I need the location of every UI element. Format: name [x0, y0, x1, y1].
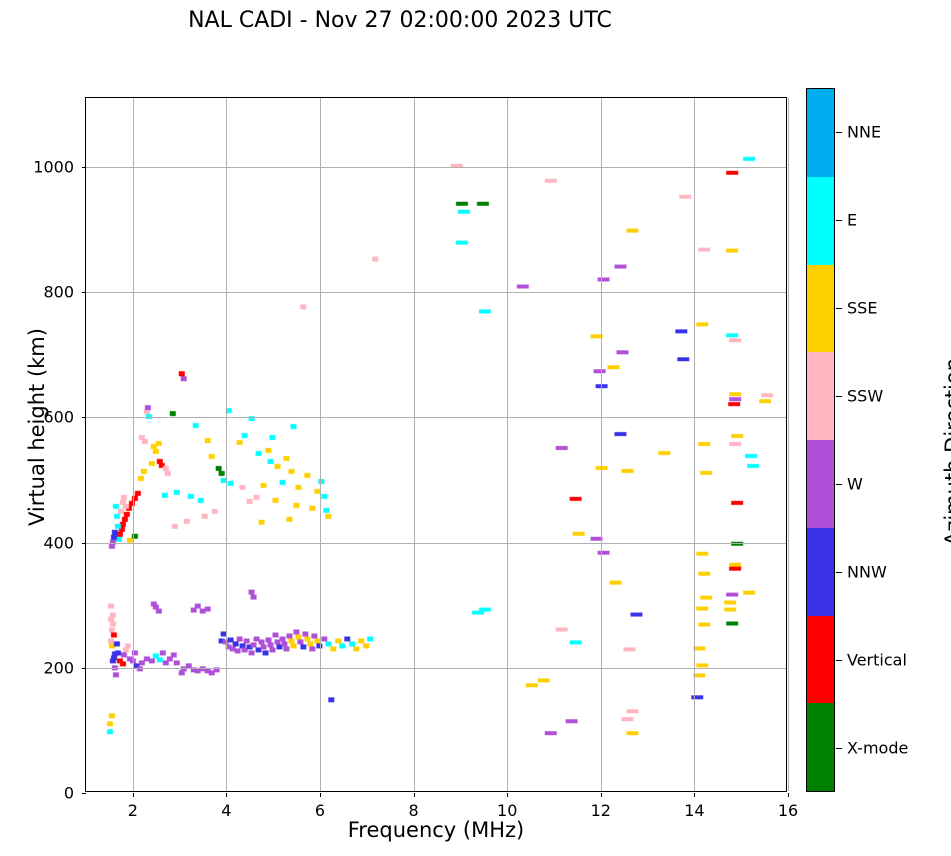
plot-area: 2 4 6 8 10 12 14 16 0 200 400 600 800 1000 [33, 97, 798, 820]
y-tick [82, 292, 86, 294]
colorbar-label-vertical: Vertical [847, 650, 907, 670]
colorbar-tick [836, 484, 842, 486]
colorbar-segment-nnw [807, 527, 834, 616]
y-tick-label: 200 [43, 658, 74, 678]
colorbar-segment-sse [807, 264, 834, 353]
colorbar-label-w: W [847, 474, 863, 494]
x-tick [413, 793, 415, 797]
gridline-vertical [507, 98, 509, 791]
colorbar-label-ssw: SSW [847, 386, 884, 406]
page-title: NAL CADI - Nov 27 02:00:00 2023 UTC [188, 8, 612, 33]
colorbar-label-nnw: NNW [847, 562, 887, 582]
gridline-vertical [132, 98, 134, 791]
x-tick-label: 16 [777, 801, 799, 820]
colorbar-tick [836, 132, 842, 134]
x-tick [788, 793, 789, 797]
gridline-vertical [226, 98, 228, 791]
colorbar-title: Azimuth Direction [941, 357, 951, 547]
gridline-vertical [600, 98, 602, 791]
x-tick-label: 4 [221, 801, 232, 820]
x-tick-label: 6 [314, 801, 326, 820]
x-tick-label: 2 [127, 801, 138, 820]
colorbar-segment-vertical [807, 615, 834, 704]
scatter-canvas [86, 98, 786, 791]
gridline-vertical [788, 98, 789, 791]
gridline-horizontal [86, 292, 786, 294]
x-axis-label: Frequency (MHz) [347, 818, 525, 842]
colorbar-segment-e [807, 176, 834, 265]
y-tick-label: 400 [43, 533, 74, 553]
x-tick-label: 12 [590, 801, 611, 820]
x-tick-label: 14 [684, 801, 705, 820]
y-tick [82, 793, 86, 794]
gridline-vertical [694, 98, 696, 791]
colorbar-tick [836, 308, 842, 310]
colorbar-segment-w [807, 440, 834, 528]
gridline-horizontal [86, 667, 786, 669]
y-tick-label: 600 [43, 407, 74, 427]
x-tick-label: 8 [408, 801, 419, 820]
x-tick-label: 10 [497, 801, 518, 820]
colorbar [806, 88, 835, 792]
x-tick [132, 793, 134, 797]
y-tick-label: 800 [43, 282, 74, 302]
colorbar-label-nne: NNE [847, 122, 882, 142]
colorbar-segment-x-mode [807, 703, 834, 791]
colorbar-tick [836, 660, 842, 662]
colorbar-segment-nne [807, 89, 834, 177]
y-tick-label: 1000 [33, 157, 74, 177]
gridline-horizontal [86, 542, 786, 544]
colorbar-tick [836, 396, 842, 398]
y-tick [82, 667, 86, 669]
x-tick [600, 793, 602, 797]
y-tick [82, 166, 86, 168]
gridline-horizontal [86, 417, 786, 419]
gridline-vertical [320, 98, 321, 791]
colorbar-segment-ssw [807, 352, 834, 440]
x-tick [226, 793, 228, 797]
colorbar-tick [836, 220, 842, 222]
y-tick [82, 417, 86, 419]
colorbar-label-sse: SSE [847, 298, 878, 318]
colorbar-label-x-mode: X-mode [847, 738, 909, 758]
colorbar-tick [836, 572, 842, 574]
gridline-horizontal [86, 166, 786, 168]
colorbar-label-e: E [847, 210, 858, 230]
x-tick [694, 793, 696, 797]
y-axis-label: Virtual height (km) [25, 328, 49, 526]
colorbar-tick [836, 748, 842, 750]
y-tick-label: 0 [63, 783, 74, 803]
x-tick [320, 793, 321, 797]
y-tick [82, 542, 86, 544]
x-tick [507, 793, 509, 797]
gridline-vertical [413, 98, 415, 791]
